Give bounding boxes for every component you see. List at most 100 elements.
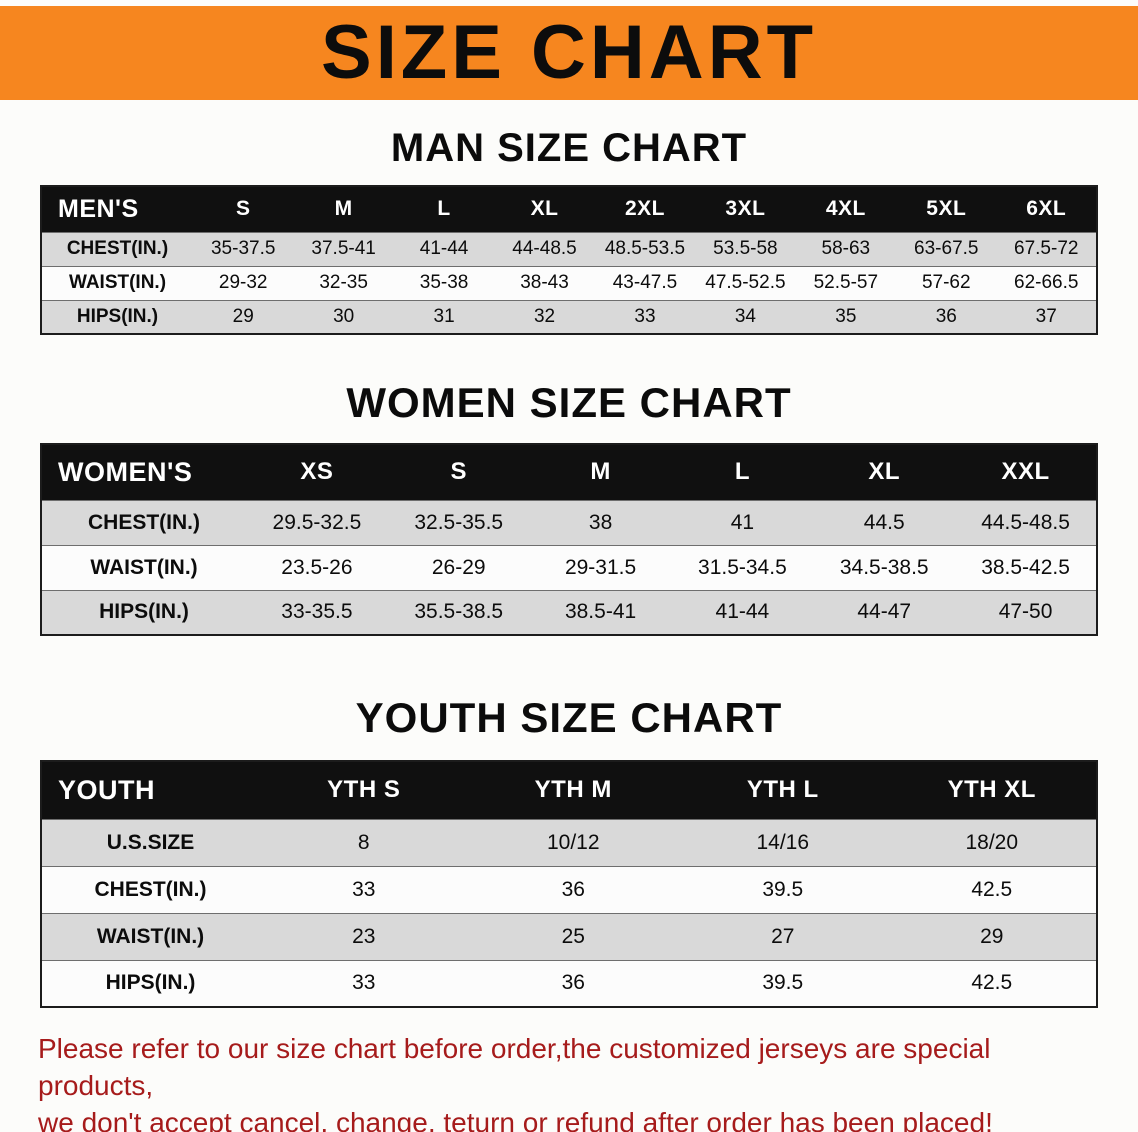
table-row: WAIST(IN.) 23.5-26 26-29 29-31.5 31.5-34.5 34…	[41, 545, 1097, 590]
size-header-cell: XXL	[1001, 458, 1050, 486]
size-value-cell: 33	[352, 877, 376, 901]
size-value-cell: 41-44	[715, 600, 770, 624]
size-header-cell: XL	[530, 197, 559, 221]
size-value-cell: 29.5-32.5	[272, 510, 362, 534]
size-value-cell: 43-47.5	[612, 272, 678, 293]
measure-label-cell: WAIST(IN.)	[96, 924, 205, 948]
size-header-cell: 6XL	[1026, 197, 1067, 221]
table-header-row: YOUTH YTH S YTH M YTH L YTH XL	[41, 761, 1097, 819]
size-value-cell: 39.5	[762, 971, 804, 995]
size-value-cell: 57-62	[921, 272, 971, 293]
size-value-cell: 34	[734, 305, 756, 327]
size-value-cell: 33-35.5	[281, 600, 353, 624]
size-value-cell: 37.5-41	[311, 238, 376, 259]
size-value-cell: 14/16	[756, 830, 810, 854]
size-value-cell: 33	[634, 305, 656, 327]
table-row: HIPS(IN.) 29 30 31 32 33 34 35 36 37	[41, 300, 1097, 334]
size-value-cell: 10/12	[546, 830, 600, 854]
table-header-row: WOMEN'S XS S M L XL XXL	[41, 444, 1097, 500]
size-value-cell: 23	[352, 924, 376, 948]
size-value-cell: 37	[1035, 305, 1057, 327]
measure-label-cell: HIPS(IN.)	[76, 305, 159, 327]
table-title-cell: WOMEN'S	[58, 456, 193, 487]
size-value-cell: 63-67.5	[914, 238, 979, 259]
measure-label-cell: HIPS(IN.)	[105, 971, 196, 995]
measure-label-cell: CHEST(IN.)	[66, 238, 169, 259]
size-value-cell: 34.5-38.5	[839, 555, 929, 579]
size-value-cell: 35	[835, 305, 857, 327]
size-value-cell: 23.5-26	[281, 555, 353, 579]
size-header-cell: 2XL	[624, 197, 665, 221]
table-title-cell: YOUTH	[58, 774, 155, 805]
size-value-cell: 42.5	[971, 971, 1013, 995]
women-size-section: WOMEN SIZE CHART WOMEN'S XS S M L XL XXL CHEST(…	[0, 379, 1138, 636]
size-value-cell: 27	[771, 924, 795, 948]
size-header-cell: 5XL	[926, 197, 967, 221]
table-row: WAIST(IN.) 23 25 27 29	[41, 913, 1097, 960]
size-header-cell: XL	[868, 458, 901, 486]
measure-label-cell: HIPS(IN.)	[99, 600, 189, 624]
size-value-cell: 8	[357, 830, 370, 854]
size-value-cell: 38	[588, 510, 613, 534]
measure-label-cell: U.S.SIZE	[106, 830, 195, 854]
size-value-cell: 58-63	[821, 238, 871, 259]
size-value-cell: 26-29	[431, 555, 486, 579]
size-value-cell: 38.5-42.5	[981, 555, 1070, 579]
size-value-cell: 41	[730, 510, 755, 534]
size-header-cell: 3XL	[725, 197, 766, 221]
size-value-cell: 44.5-48.5	[981, 510, 1070, 534]
size-value-cell: 32	[533, 305, 556, 327]
size-value-cell: 32-35	[319, 272, 368, 293]
man-size-section: MAN SIZE CHART MEN'S S M L XL 2XL 3XL 4XL 5XL 6XL…	[0, 126, 1138, 335]
size-value-cell: 67.5-72	[1014, 238, 1079, 259]
women-size-table: WOMEN'S XS S M L XL XXL CHEST(IN.) 29.5-32.5 32.5…	[40, 443, 1098, 636]
size-header-cell: M	[334, 197, 353, 221]
man-section-heading: MAN SIZE CHART	[390, 126, 748, 170]
size-value-cell: 62-66.5	[1014, 272, 1079, 293]
women-section-heading: WOMEN SIZE CHART	[346, 379, 792, 426]
size-value-cell: 41-44	[419, 238, 469, 259]
youth-section-heading: YOUTH SIZE CHART	[355, 694, 783, 741]
size-value-cell: 53.5-58	[713, 238, 778, 259]
size-header-cell: L	[437, 197, 451, 221]
size-value-cell: 36	[935, 305, 957, 327]
table-row: WAIST(IN.) 29-32 32-35 35-38 38-43 43-47.5 47.…	[41, 266, 1097, 300]
size-value-cell: 30	[333, 305, 355, 327]
size-value-cell: 44.5	[863, 510, 905, 534]
measure-label-cell: WAIST(IN.)	[68, 272, 167, 293]
table-header-row: MEN'S S M L XL 2XL 3XL 4XL 5XL 6XL	[41, 186, 1097, 232]
disclaimer-line-2: we don't accept cancel, change, teturn o…	[38, 1107, 993, 1132]
size-value-cell: 33	[352, 971, 376, 995]
size-header-cell: YTH M	[534, 776, 612, 804]
size-value-cell: 31	[433, 305, 455, 327]
size-value-cell: 35.5-38.5	[414, 600, 504, 624]
table-row: CHEST(IN.) 33 36 39.5 42.5	[41, 866, 1097, 913]
banner-title: SIZE CHART	[321, 10, 817, 95]
size-value-cell: 29	[232, 305, 254, 327]
size-value-cell: 36	[561, 971, 585, 995]
size-value-cell: 47.5-52.5	[705, 272, 786, 293]
disclaimer-note: Please refer to our size chart before or…	[0, 1030, 1138, 1132]
size-value-cell: 44-47	[857, 600, 912, 624]
size-header-cell: YTH S	[327, 776, 401, 804]
measure-label-cell: WAIST(IN.)	[90, 555, 198, 579]
size-header-cell: YTH XL	[947, 776, 1036, 804]
size-value-cell: 18/20	[965, 830, 1019, 854]
size-header-cell: YTH L	[746, 776, 819, 804]
size-header-cell: S	[235, 197, 251, 221]
size-value-cell: 32.5-35.5	[414, 510, 504, 534]
size-header-cell: M	[590, 458, 611, 486]
youth-size-section: YOUTH SIZE CHART YOUTH YTH S YTH M YTH L YTH…	[0, 694, 1138, 1008]
size-header-cell: XS	[300, 458, 334, 486]
table-row: HIPS(IN.) 33-35.5 35.5-38.5 38.5-41 41-44 44-…	[41, 590, 1097, 635]
table-row: HIPS(IN.) 33 36 39.5 42.5	[41, 960, 1097, 1007]
size-value-cell: 35-38	[419, 272, 469, 293]
table-row: CHEST(IN.) 29.5-32.5 32.5-35.5 38 41 44.5 44.5…	[41, 500, 1097, 545]
table-title-cell: MEN'S	[58, 194, 139, 223]
size-value-cell: 38.5-41	[564, 600, 637, 624]
size-value-cell: 38-43	[520, 272, 569, 293]
table-row: U.S.SIZE 8 10/12 14/16 18/20	[41, 819, 1097, 866]
size-chart-banner: SIZE CHART	[0, 6, 1138, 100]
size-value-cell: 29-31.5	[564, 555, 637, 579]
disclaimer-line-1: Please refer to our size chart before or…	[38, 1033, 991, 1101]
